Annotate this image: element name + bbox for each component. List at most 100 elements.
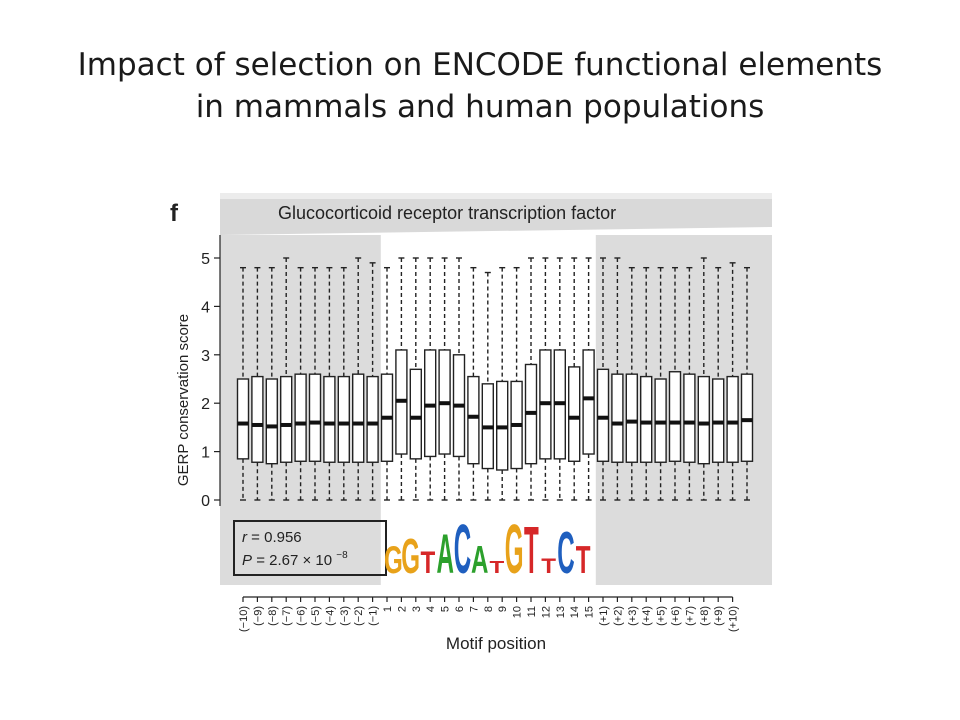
box — [279, 375, 293, 463]
box — [683, 373, 696, 463]
boxes-group — [236, 349, 754, 471]
box — [308, 373, 322, 462]
y-tick-label: 3 — [201, 348, 210, 365]
x-tick-label: 2 — [396, 606, 408, 612]
x-tick-label: 15 — [584, 606, 596, 618]
x-tick-label: 13 — [555, 606, 567, 618]
header-banner-shade — [220, 193, 772, 199]
panel-letter: f — [170, 200, 179, 227]
x-tick-label: (−4) — [324, 606, 336, 626]
x-tick-label: 1 — [382, 606, 394, 612]
header-banner — [220, 193, 772, 235]
x-tick-label: 5 — [440, 606, 452, 612]
box — [366, 375, 379, 463]
x-tick-label: (−7) — [281, 606, 293, 626]
x-tick-label: (+2) — [612, 606, 624, 626]
stats-p-label: P — [242, 552, 252, 569]
x-axis: (−10) (−9) (−8) (−7) (−6) (−5) (−4) (−3) (−2) (−1… — [238, 596, 740, 632]
box — [337, 375, 351, 463]
logo-letter: T — [421, 545, 436, 580]
x-tick-label: 7 — [468, 606, 480, 612]
slide-title-line-2: in mammals and human populations — [195, 89, 765, 125]
box — [424, 349, 437, 458]
box — [351, 373, 365, 463]
logo-letter: T — [541, 554, 556, 577]
x-tick-label: (+8) — [699, 606, 711, 626]
logo-letter: T — [576, 538, 591, 581]
box — [294, 373, 307, 462]
x-tick-label: (+9) — [713, 606, 725, 626]
logo-letter: G — [401, 530, 420, 585]
x-tick-label: 14 — [569, 606, 581, 618]
x-tick-label: 9 — [497, 606, 509, 612]
x-tick-label: 8 — [483, 606, 495, 612]
x-tick-label: 3 — [411, 606, 423, 612]
slide-title-line-1: Impact of selection on ENCODE functional… — [77, 47, 883, 83]
box-plot-figure: f Glucocorticoid receptor transcription … — [160, 185, 780, 665]
x-tick-label: (+3) — [627, 606, 639, 626]
box — [625, 373, 638, 463]
box — [668, 371, 682, 462]
x-tick-label: (+10) — [728, 606, 740, 632]
x-tick-label: (−10) — [238, 606, 250, 632]
box — [726, 375, 739, 463]
x-tick-label: (−3) — [339, 606, 351, 626]
stats-p-exponent: −8 — [336, 550, 348, 561]
x-tick-label: (+1) — [598, 606, 610, 626]
box — [582, 349, 595, 455]
chart-title: Glucocorticoid receptor transcription fa… — [278, 203, 616, 223]
stats-box — [233, 520, 387, 576]
logo-letter: C — [454, 512, 471, 590]
box — [568, 366, 581, 462]
logo-letter: A — [436, 524, 453, 586]
x-tick-label: (+5) — [656, 606, 668, 626]
stats-r: r = 0.956 — [242, 529, 302, 546]
box — [236, 378, 250, 460]
box — [740, 373, 754, 462]
box-plot-chart: f Glucocorticoid receptor transcription … — [170, 193, 772, 653]
logo-letter: G — [505, 512, 524, 590]
x-tick-label: 6 — [454, 606, 466, 612]
x-tick-label: (−8) — [267, 606, 279, 626]
y-tick-label: 4 — [201, 299, 210, 316]
box — [251, 375, 264, 463]
x-tick-label: (+4) — [641, 606, 653, 626]
x-tick-label: (−6) — [296, 606, 308, 626]
logo-letter: C — [557, 519, 574, 586]
slide-title: Impact of selection on ENCODE functional… — [0, 44, 960, 128]
stats-r-label: r — [242, 529, 248, 546]
logo-letter: G — [384, 538, 403, 581]
x-tick-label: 10 — [512, 606, 524, 618]
box — [467, 375, 480, 465]
y-tick-label: 2 — [201, 396, 210, 413]
box — [323, 375, 336, 463]
x-tick-label: (−1) — [368, 606, 380, 626]
logo-letter: A — [471, 538, 488, 581]
x-tick-label: 4 — [425, 606, 437, 612]
stats-p: P = 2.67 × 10 −8 — [242, 550, 348, 569]
x-tick-label: (−5) — [310, 606, 322, 626]
x-tick-label: (+7) — [684, 606, 696, 626]
box — [265, 378, 279, 465]
box — [596, 368, 610, 462]
logo-letter: T — [490, 558, 505, 577]
motif-logo: GG T A C A T G T T C T — [384, 512, 591, 590]
y-axis-label: GERP conservation score — [175, 314, 192, 486]
stats-p-value: = 2.67 × 10 — [256, 552, 332, 569]
box — [611, 373, 624, 463]
stats-r-value: = 0.956 — [251, 529, 301, 546]
y-axis: 0 1 2 3 4 5 — [201, 235, 221, 510]
whiskers-group — [240, 257, 750, 501]
x-tick-label: 11 — [526, 606, 538, 617]
x-tick-label: (+6) — [670, 606, 682, 626]
y-tick-label: 0 — [201, 493, 210, 510]
x-tick-label: (−9) — [252, 606, 264, 626]
logo-letter: T — [524, 513, 539, 587]
box — [409, 368, 423, 460]
y-tick-label: 1 — [201, 445, 210, 462]
x-axis-label: Motif position — [446, 634, 546, 653]
box — [640, 375, 653, 463]
y-tick-label: 5 — [201, 251, 210, 268]
x-tick-label: (−2) — [353, 606, 365, 626]
x-tick-label: 12 — [540, 606, 552, 618]
